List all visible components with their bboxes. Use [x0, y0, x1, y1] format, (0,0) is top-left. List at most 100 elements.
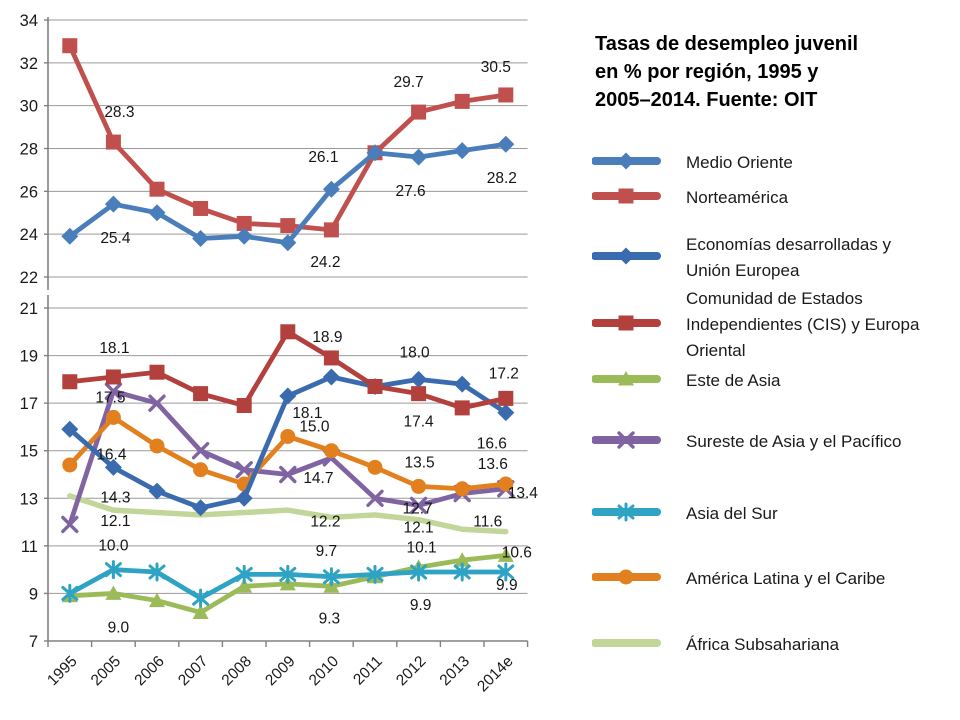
data-point [366, 489, 384, 507]
legend-label-line: Asia del Sur [686, 504, 778, 523]
data-point [279, 564, 297, 584]
data-label: 12.1 [404, 520, 434, 537]
data-label: 12.7 [403, 500, 433, 517]
legend-label-line: Economías desarrolladas y [686, 235, 892, 254]
data-point [279, 387, 297, 405]
data-label: 9.0 [108, 619, 130, 636]
data-point [618, 370, 634, 385]
legend-item-norteamerica: Norteamérica [591, 185, 789, 211]
chart-title-line: 2005–2014. Fuente: OIT [595, 89, 818, 111]
y-axis-label: 24 [20, 226, 38, 244]
y-axis-label: 7 [29, 633, 38, 651]
data-point [618, 315, 634, 330]
data-point [279, 465, 297, 484]
data-label: 12.1 [100, 513, 130, 530]
data-label: 13.4 [508, 485, 539, 502]
data-point [62, 457, 78, 473]
data-point [617, 502, 635, 521]
data-point [453, 142, 471, 160]
legend-label: Asia del Sur [686, 501, 778, 527]
legend-label-line: Norteamérica [686, 188, 789, 207]
data-label: 27.6 [396, 183, 426, 200]
legend-item-cis-europa-oriental: Comunidad de Estados Independientes (CIS)… [591, 286, 920, 364]
series-africa-subsahariana [67, 493, 509, 535]
data-label: 24.2 [310, 254, 340, 271]
data-label: 14.7 [303, 470, 333, 487]
data-point [454, 552, 471, 567]
data-point [322, 368, 340, 386]
y-axis-label: 22 [20, 269, 38, 287]
data-point [235, 461, 253, 479]
data-point [192, 588, 210, 608]
data-point [409, 496, 428, 515]
data-point [322, 180, 340, 198]
data-point [191, 442, 210, 460]
data-label: 17.2 [489, 365, 519, 382]
data-point [323, 222, 339, 238]
este-de-asia-legend-marker-icon [591, 369, 662, 394]
asia-del-sur-legend-marker-icon [591, 502, 662, 527]
data-point [61, 583, 79, 603]
medio-oriente-legend-marker-icon [591, 151, 662, 176]
data-point [62, 38, 78, 54]
data-point [454, 93, 470, 109]
series-norteamerica [62, 38, 514, 238]
legend-label-line: Independientes (CIS) y Europa [686, 315, 920, 334]
legend-label: Medio Oriente [686, 150, 793, 176]
y-axis-label: 32 [20, 55, 38, 73]
series-america-latina-caribe [62, 409, 514, 497]
data-point [323, 443, 339, 459]
data-point [192, 229, 210, 247]
legend-label-line: Sureste de Asia y el Pacífico [686, 432, 902, 451]
data-label: 9.9 [410, 597, 432, 614]
data-label: 18.9 [312, 329, 342, 346]
data-point [193, 386, 209, 402]
legend-item-sureste-asia-pacifico: Sureste de Asia y el Pacífico [591, 429, 902, 455]
data-point [497, 404, 515, 422]
data-point [235, 227, 253, 245]
data-point [104, 458, 122, 476]
legend-item-africa-subsahariana: África Subsahariana [591, 632, 839, 658]
data-label: 18.1 [99, 340, 129, 357]
x-axis-label: 2010 [306, 653, 343, 690]
data-point [148, 482, 166, 500]
data-label: 11.6 [473, 514, 502, 531]
data-point [617, 152, 635, 169]
data-point [410, 370, 428, 388]
economias-desarrolladas-ue-legend-marker-icon [591, 246, 662, 271]
data-point [193, 200, 209, 216]
data-point [105, 585, 122, 600]
legend-label-line: Medio Oriente [686, 153, 793, 172]
data-label: 9.7 [316, 543, 338, 560]
data-point [454, 481, 470, 497]
top-panel: 34 32 30 28 26 24 22 [20, 12, 528, 290]
legend-item-economias-desarrolladas-ue: Economías desarrolladas y Unión Europea [591, 232, 892, 284]
data-point [61, 515, 79, 534]
x-axis-label: 2009 [262, 653, 298, 689]
data-point [453, 562, 471, 582]
data-label: 28.2 [487, 170, 517, 187]
data-point [62, 374, 78, 390]
data-point [236, 398, 252, 414]
x-axis-label: 2007 [175, 653, 211, 689]
data-point [367, 378, 383, 394]
legend-label-line: Este de Asia [686, 371, 781, 390]
data-point [148, 394, 166, 412]
data-point [148, 562, 166, 582]
y-axis-label: 21 [20, 300, 38, 318]
sureste-asia-pacifico-legend-marker-icon [591, 430, 662, 455]
data-point [618, 569, 634, 584]
norteamerica-legend-marker-icon [591, 186, 662, 211]
series-cis-europa-oriental [62, 324, 514, 416]
data-point [236, 215, 252, 231]
data-label: 17.5 [95, 389, 125, 406]
data-point [498, 476, 514, 492]
data-point [410, 562, 428, 582]
x-axis-label: 2005 [88, 653, 124, 689]
data-label: 30.5 [481, 59, 511, 76]
data-point [411, 478, 427, 494]
data-point [411, 386, 427, 402]
data-point [193, 462, 209, 478]
y-axis-label: 13 [20, 490, 38, 508]
data-point [410, 148, 428, 166]
